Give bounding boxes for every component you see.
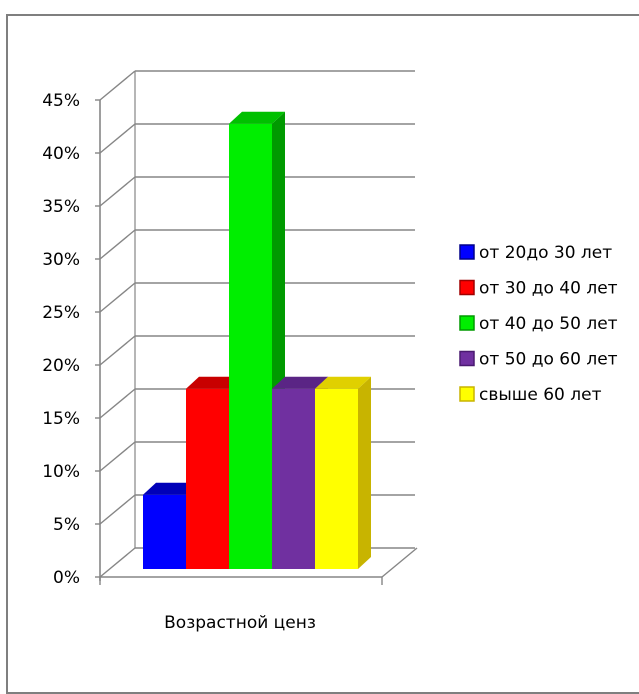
y-tick-label: 0% [53,568,80,588]
bar-top [186,376,242,389]
y-tick-label: 15% [42,409,80,429]
y-tick-label: 10% [42,462,80,482]
legend-item-1: от 20до 30 лет [459,243,612,263]
y-tick-label: 40% [42,144,80,164]
legend-label: свыше 60 лет [479,385,602,405]
legend-swatch [459,315,475,331]
bar-top [315,376,371,389]
gridline-depth [99,229,136,260]
category-label: Возрастной ценз [164,613,316,633]
y-tick-label: 20% [42,356,80,376]
y-tick-label: 5% [53,515,80,535]
legend: от 20до 30 лет от 30 до 40 лет от 40 до 50… [459,243,618,405]
y-tick-label: 30% [42,250,80,270]
bar-front [315,388,358,569]
legend-label: от 20до 30 лет [479,243,612,263]
legend-label: от 50 до 60 лет [479,350,618,370]
floor-edge [381,547,418,578]
legend-swatch [459,386,475,402]
gridline-depth [99,282,136,313]
y-tick-label: 45% [42,91,80,111]
bar-top [272,376,328,389]
y-axis-tick-labels: 0% 5% 10% 15% 20% 25% 30% 35% 40% 45% [42,91,80,588]
gridline-depth [99,441,136,472]
legend-item-4: от 50 до 60 лет [459,350,618,370]
gridline-depth [99,335,136,366]
gridline-depth [99,176,136,207]
bar-5 [315,376,371,569]
y-tick-label: 35% [42,197,80,217]
chart-frame [6,14,639,694]
bar-top [229,111,285,124]
bar-front [229,123,272,570]
gridline-depth [99,494,136,525]
legend-swatch [459,350,475,367]
bar-front [143,494,186,569]
bars [143,111,371,570]
y-tick-label: 25% [42,303,80,323]
bar-front [272,388,315,569]
legend-item-5: свыше 60 лет [459,385,602,405]
gridline-depth [99,388,136,419]
gridline-depth [99,547,136,578]
gridline-depth [99,123,136,154]
bar-top [143,482,199,495]
legend-label: от 40 до 50 лет [479,314,618,334]
bar-side [358,376,371,569]
gridline-depth [99,70,136,101]
legend-swatch [459,244,475,260]
legend-swatch [459,279,475,296]
legend-item-3: от 40 до 50 лет [459,314,618,334]
bar-front [186,388,229,569]
legend-label: от 30 до 40 лет [479,279,618,299]
legend-item-2: от 30 до 40 лет [459,279,618,299]
